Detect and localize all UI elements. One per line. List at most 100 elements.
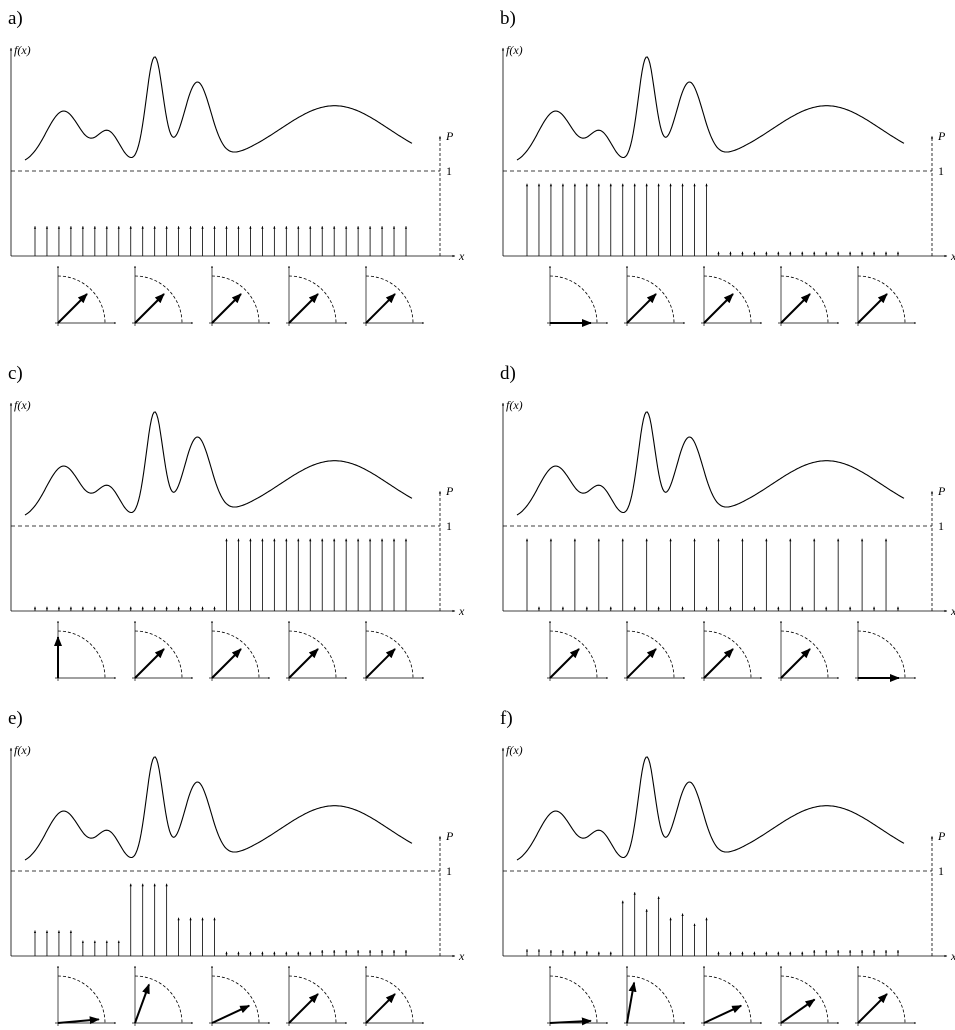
p-axis-label: P: [445, 829, 454, 843]
x-axis-label: x: [458, 949, 465, 963]
qubit-diagram: [132, 265, 194, 326]
qubit-unit-arc: [288, 975, 337, 1024]
qubit-unit-arc: [288, 630, 337, 679]
qubit-unit-arc: [211, 975, 260, 1024]
qubit-diagram: [624, 620, 686, 681]
qubit-diagram: [547, 620, 609, 681]
qubit-diagram: [855, 965, 917, 1026]
qubit-state-vector: [288, 648, 319, 679]
fx-axis-label: f(x): [506, 398, 523, 412]
fx-axis-label: f(x): [506, 43, 523, 57]
qubit-unit-arc: [365, 630, 414, 679]
qubit-diagram: [778, 265, 840, 326]
panel-label: d): [500, 363, 516, 384]
qubit-unit-arc: [57, 975, 106, 1024]
panel-e: e) f(x) x P 1: [8, 708, 465, 1026]
qubit-state-vector: [626, 293, 657, 324]
qubit-state-vector: [703, 648, 734, 679]
p-axis-label: P: [445, 484, 454, 498]
fx-axis-label: f(x): [14, 743, 31, 757]
qubit-state-vector: [134, 983, 150, 1024]
panel-b: b) f(x) x P 1: [500, 8, 955, 327]
probability-one-label: 1: [938, 864, 944, 878]
panel-label: f): [500, 708, 513, 729]
qubit-unit-arc: [857, 975, 906, 1024]
qubit-unit-arc: [780, 275, 829, 324]
p-axis-label: P: [937, 829, 946, 843]
qubit-unit-arc: [626, 975, 675, 1024]
qubit-state-vector: [365, 293, 396, 324]
x-axis-label: x: [950, 949, 955, 963]
qubit-state-vector: [365, 648, 396, 679]
panel-label: e): [8, 708, 23, 729]
qubit-state-vector: [134, 648, 165, 679]
qubit-state-vector: [857, 993, 888, 1024]
panel-a: a) f(x) x P 1: [8, 8, 465, 326]
qubit-unit-arc: [549, 275, 598, 324]
qubit-diagram: [363, 620, 425, 681]
fx-curve: [516, 411, 905, 516]
probability-one-label: 1: [446, 864, 452, 878]
qubit-unit-arc: [780, 975, 829, 1024]
qubit-state-vector: [549, 648, 580, 679]
qubit-state-vector: [626, 981, 637, 1024]
qubit-unit-arc: [857, 630, 906, 679]
fx-curve: [24, 56, 413, 161]
qubit-state-vector: [134, 293, 165, 324]
p-axis-label: P: [937, 129, 946, 143]
qubit-diagram: [855, 620, 917, 682]
qubit-unit-arc: [57, 630, 106, 679]
qubit-diagram: [778, 620, 840, 681]
panel-d: d) f(x) x P 1: [500, 363, 955, 682]
qubit-state-vector: [57, 1016, 100, 1025]
qubit-state-vector: [211, 293, 242, 324]
probability-one-label: 1: [938, 519, 944, 533]
qubit-diagram: [701, 265, 763, 326]
panel-f: f) f(x) x P 1: [500, 708, 955, 1026]
p-axis-label: P: [937, 484, 946, 498]
qubit-unit-arc: [780, 630, 829, 679]
qubit-diagram: [132, 620, 194, 681]
qubit-unit-arc: [134, 630, 183, 679]
qubit-unit-arc: [288, 275, 337, 324]
qubit-state-vector: [211, 648, 242, 679]
qubit-diagram: [778, 965, 840, 1026]
qubit-diagram: [624, 965, 686, 1026]
qubit-state-vector: [288, 293, 319, 324]
qubit-diagram: [363, 965, 425, 1026]
qubit-diagram: [209, 620, 271, 681]
probability-one-label: 1: [446, 164, 452, 178]
qubit-diagram: [55, 265, 117, 326]
qubit-state-vector: [780, 648, 811, 679]
qubit-diagram: [286, 265, 348, 326]
qubit-state-vector: [780, 998, 816, 1024]
qubit-diagram: [209, 265, 271, 326]
qubit-state-vector: [365, 993, 396, 1024]
panel-label: a): [8, 8, 23, 29]
probability-one-label: 1: [446, 519, 452, 533]
panel-label: b): [500, 8, 516, 29]
panel-label: c): [8, 363, 23, 384]
qubit-diagram: [132, 965, 194, 1026]
qubit-diagram: [55, 965, 117, 1026]
qubit-unit-arc: [134, 275, 183, 324]
qubit-unit-arc: [703, 630, 752, 679]
fx-curve: [24, 756, 413, 861]
qubit-state-vector: [857, 293, 888, 324]
qubit-diagram: [547, 265, 609, 327]
x-axis-label: x: [950, 249, 955, 263]
qubit-diagram: [363, 265, 425, 326]
qubit-unit-arc: [365, 275, 414, 324]
qubit-state-vector: [626, 648, 657, 679]
fx-axis-label: f(x): [14, 43, 31, 57]
qubit-diagram: [286, 620, 348, 681]
qubit-unit-arc: [626, 275, 675, 324]
qubit-unit-arc: [857, 275, 906, 324]
qubit-state-vector: [288, 993, 319, 1024]
p-axis-label: P: [445, 129, 454, 143]
qubit-diagram: [54, 620, 117, 681]
qubit-diagram: [624, 265, 686, 326]
qubit-diagram: [701, 620, 763, 681]
x-axis-label: x: [458, 604, 465, 618]
